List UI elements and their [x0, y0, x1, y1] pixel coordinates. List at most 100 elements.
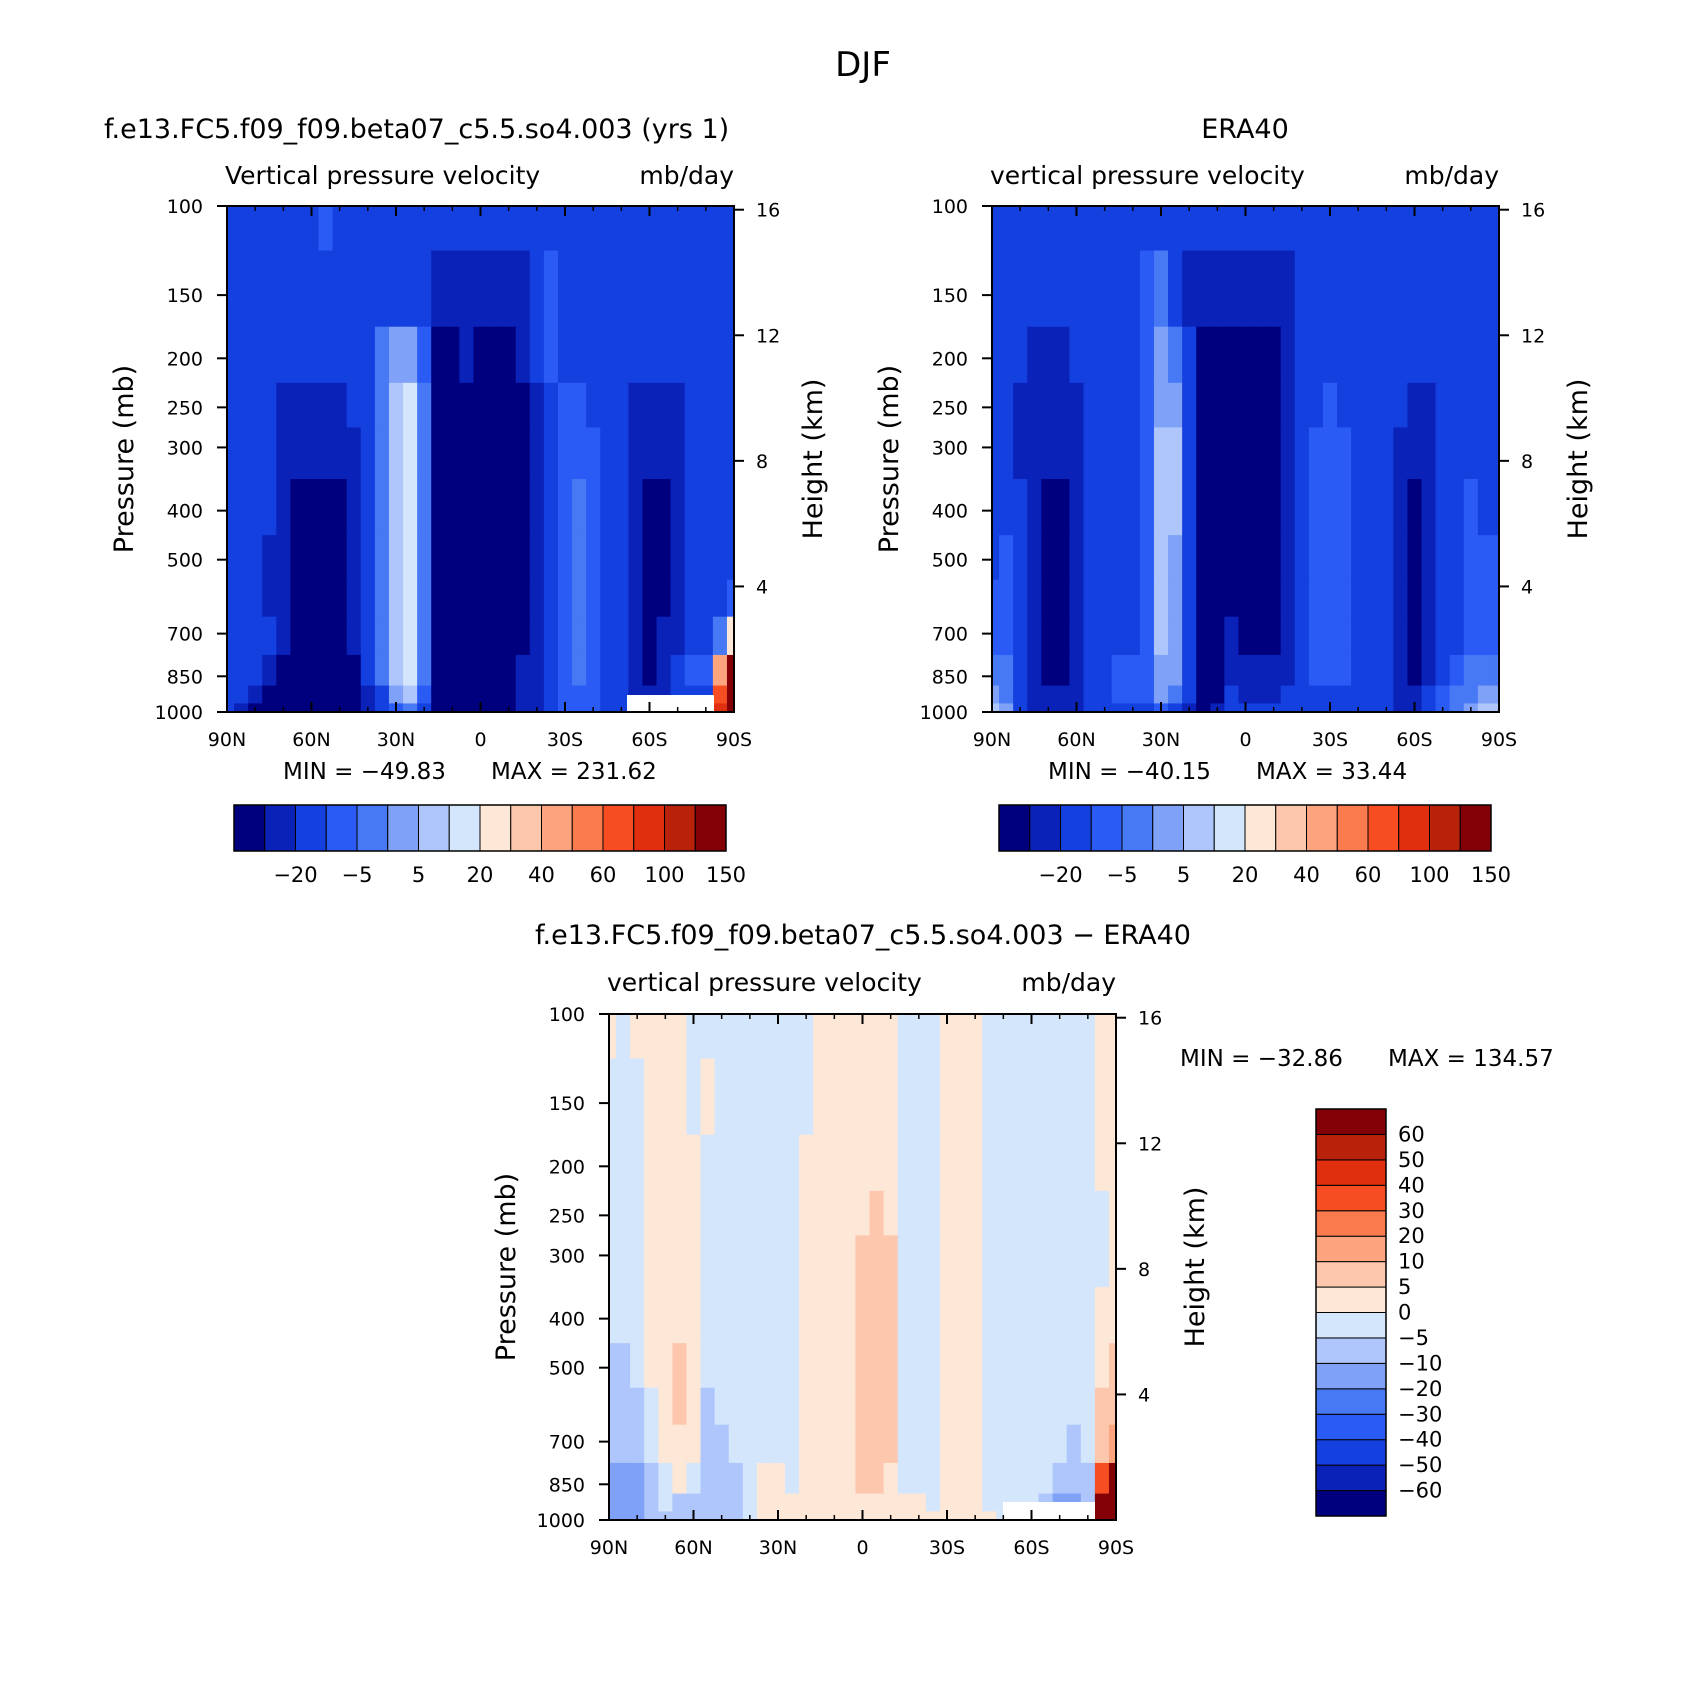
heatmap-cell	[234, 579, 249, 618]
heatmap-cell	[1111, 579, 1127, 618]
colorbar-swatch	[694, 804, 727, 852]
heatmap-cell	[1365, 654, 1380, 687]
heatmap-cell	[227, 654, 235, 687]
heatmap-cell	[1308, 326, 1324, 384]
heatmap-cell	[1252, 427, 1268, 480]
heatmap-cell	[1153, 250, 1169, 328]
heatmap-cell	[714, 1343, 730, 1389]
heatmap-cell	[248, 479, 263, 536]
heatmap-cell	[1080, 1387, 1096, 1426]
heatmap-cell	[1322, 479, 1338, 536]
heatmap-cell	[1407, 685, 1423, 705]
colorbar-swatch	[602, 804, 635, 852]
heatmap-cell	[939, 1343, 955, 1389]
heatmap-cell	[557, 250, 573, 328]
heatmap-cell	[1080, 1343, 1096, 1389]
heatmap-cell	[403, 427, 418, 480]
heatmap-cell	[487, 535, 503, 581]
colorbar-swatch	[1315, 1388, 1387, 1415]
colorbar-swatch	[1029, 804, 1061, 852]
heatmap-cell	[1111, 685, 1127, 705]
heatmap-cell	[1010, 1387, 1026, 1426]
heatmap-cell	[1055, 382, 1071, 428]
heatmap-cell	[1449, 616, 1465, 656]
heatmap-cell	[672, 1343, 688, 1389]
max-label: MAX = 33.44	[1256, 759, 1407, 785]
heatmap-cell	[227, 326, 235, 384]
heatmap-cell	[346, 703, 362, 712]
heatmap-cell	[473, 479, 489, 536]
heatmap-cell	[473, 382, 489, 428]
heatmap-cell	[1393, 616, 1409, 656]
colorbar-label: 20	[1232, 863, 1259, 887]
heatmap-cell	[276, 479, 291, 536]
x-tick-label: 30N	[759, 1537, 797, 1559]
heatmap-cell	[1449, 579, 1465, 618]
heatmap-cell	[431, 535, 446, 581]
heatmap-cell	[841, 1424, 857, 1464]
heatmap-cell	[1238, 654, 1254, 687]
heatmap-cell	[1038, 1014, 1054, 1060]
heatmap-cell	[1224, 616, 1240, 656]
heatmap-cell	[785, 1235, 800, 1288]
heatmap-cell	[1066, 1287, 1082, 1344]
heatmap-cell	[712, 654, 728, 687]
heatmap-cell	[1308, 654, 1324, 687]
colorbar-swatch	[1315, 1362, 1387, 1390]
heatmap-cell	[529, 616, 545, 656]
heatmap-cell	[712, 579, 728, 618]
heatmap-cell	[318, 479, 334, 536]
heatmap-cell	[234, 326, 249, 384]
heatmap-cell	[1097, 326, 1113, 384]
heatmap-cell	[1463, 479, 1479, 536]
heatmap-cell	[360, 579, 376, 618]
heatmap-cell	[1308, 250, 1324, 328]
heatmap-cell	[1027, 703, 1042, 712]
heatmap-cell	[318, 326, 334, 384]
heatmap-cell	[630, 1134, 645, 1192]
heatmap-cell	[276, 206, 291, 252]
heatmap-cell	[290, 326, 306, 384]
heatmap-cell	[1111, 427, 1127, 480]
heatmap-cell	[658, 1014, 673, 1060]
heatmap-cell	[1066, 1190, 1082, 1236]
heatmap-cell	[644, 1462, 659, 1495]
heatmap-cell	[1337, 654, 1352, 687]
heatmap-cell	[1069, 685, 1085, 705]
heatmap-cell	[529, 685, 545, 705]
heatmap-cell	[318, 654, 334, 687]
heatmap-cell	[1421, 427, 1437, 480]
heatmap-cell	[346, 479, 362, 536]
heatmap-cell	[827, 1058, 842, 1136]
heatmap-cell	[332, 382, 348, 428]
heatmap-cell	[883, 1424, 899, 1464]
heatmap-cell	[785, 1424, 800, 1464]
heatmap-cell	[1094, 1511, 1110, 1520]
heatmap-cell	[756, 1235, 772, 1288]
colorbar-label: 60	[1398, 1122, 1425, 1146]
heatmap-cell	[1308, 382, 1324, 428]
x-tick-label: 30S	[929, 1537, 965, 1559]
heatmap-cell	[276, 616, 291, 656]
heatmap-cell	[1055, 535, 1071, 581]
heatmap-cell	[1308, 427, 1324, 480]
heatmap-cell	[684, 326, 700, 384]
heatmap-cell	[799, 1387, 814, 1426]
heatmap-cell	[1041, 382, 1056, 428]
heatmap-cell	[473, 654, 489, 687]
colorbar-label: −5	[1107, 863, 1138, 887]
heatmap-cell	[1125, 382, 1141, 428]
heatmap-cell	[1111, 654, 1127, 687]
heatmap-cell	[614, 616, 629, 656]
heatmap-cell	[982, 1190, 997, 1236]
heatmap-cell	[1463, 250, 1479, 328]
heatmap-cell	[1066, 1134, 1082, 1192]
heatmap-cell	[869, 1511, 885, 1520]
heatmap-cell	[726, 703, 734, 712]
heatmap-cell	[1491, 250, 1499, 328]
heatmap-cell	[644, 1014, 659, 1060]
min-label: MIN = −32.86	[1180, 1046, 1343, 1072]
heatmap-cell	[1252, 535, 1268, 581]
heatmap-cell	[1182, 382, 1197, 428]
heatmap-cell	[883, 1235, 899, 1288]
